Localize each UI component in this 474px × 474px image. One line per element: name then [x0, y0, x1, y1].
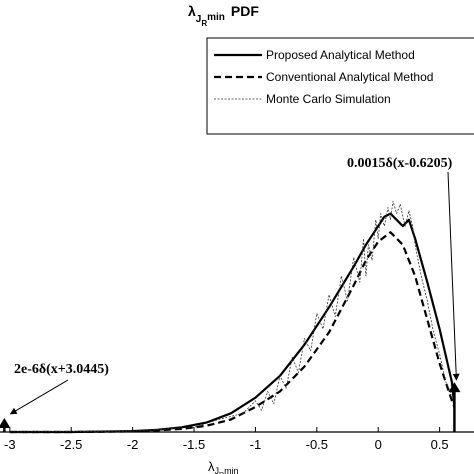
x-tick-label: -2 [127, 437, 139, 452]
x-tick-label: -2.5 [60, 437, 82, 452]
chart-title: λJRmin PDF [188, 3, 259, 28]
x-tick-label: -3 [4, 437, 16, 452]
x-tick-label: 0.5 [431, 437, 449, 452]
annotation-pointer-right [447, 171, 460, 381]
legend-label-monte-carlo: Monte Carlo Simulation [266, 92, 391, 106]
impulse-arrowhead [448, 382, 461, 393]
impulse-annotation-right: 0.0015δ(x-0.6205) [347, 156, 453, 171]
legend-label-proposed: Proposed Analytical Method [266, 48, 415, 62]
x-tick-label: 0 [375, 437, 382, 452]
impulse-layer [0, 171, 461, 432]
x-axis-label: λJRmin [208, 459, 239, 474]
impulse-arrowhead [0, 417, 11, 428]
x-tick-label: -1 [250, 437, 262, 452]
legend: Proposed Analytical Method Conventional … [206, 37, 474, 135]
impulse-annotation-left: 2e-6δ(x+3.0445) [14, 362, 109, 377]
annotation-pointer-left [9, 379, 69, 415]
axes-layer: -3 -2.5 -2 -1.5 -1 -0.5 0 0.5 [0, 427, 474, 452]
series-line-proposed [9, 212, 456, 434]
x-tick-label: -1.5 [183, 437, 205, 452]
series-layer [9, 200, 456, 434]
x-tick-label: -0.5 [306, 437, 328, 452]
series-line-monte-carlo [9, 200, 453, 433]
legend-label-conventional: Conventional Analytical Method [266, 70, 433, 84]
series-line-conventional [9, 231, 456, 434]
